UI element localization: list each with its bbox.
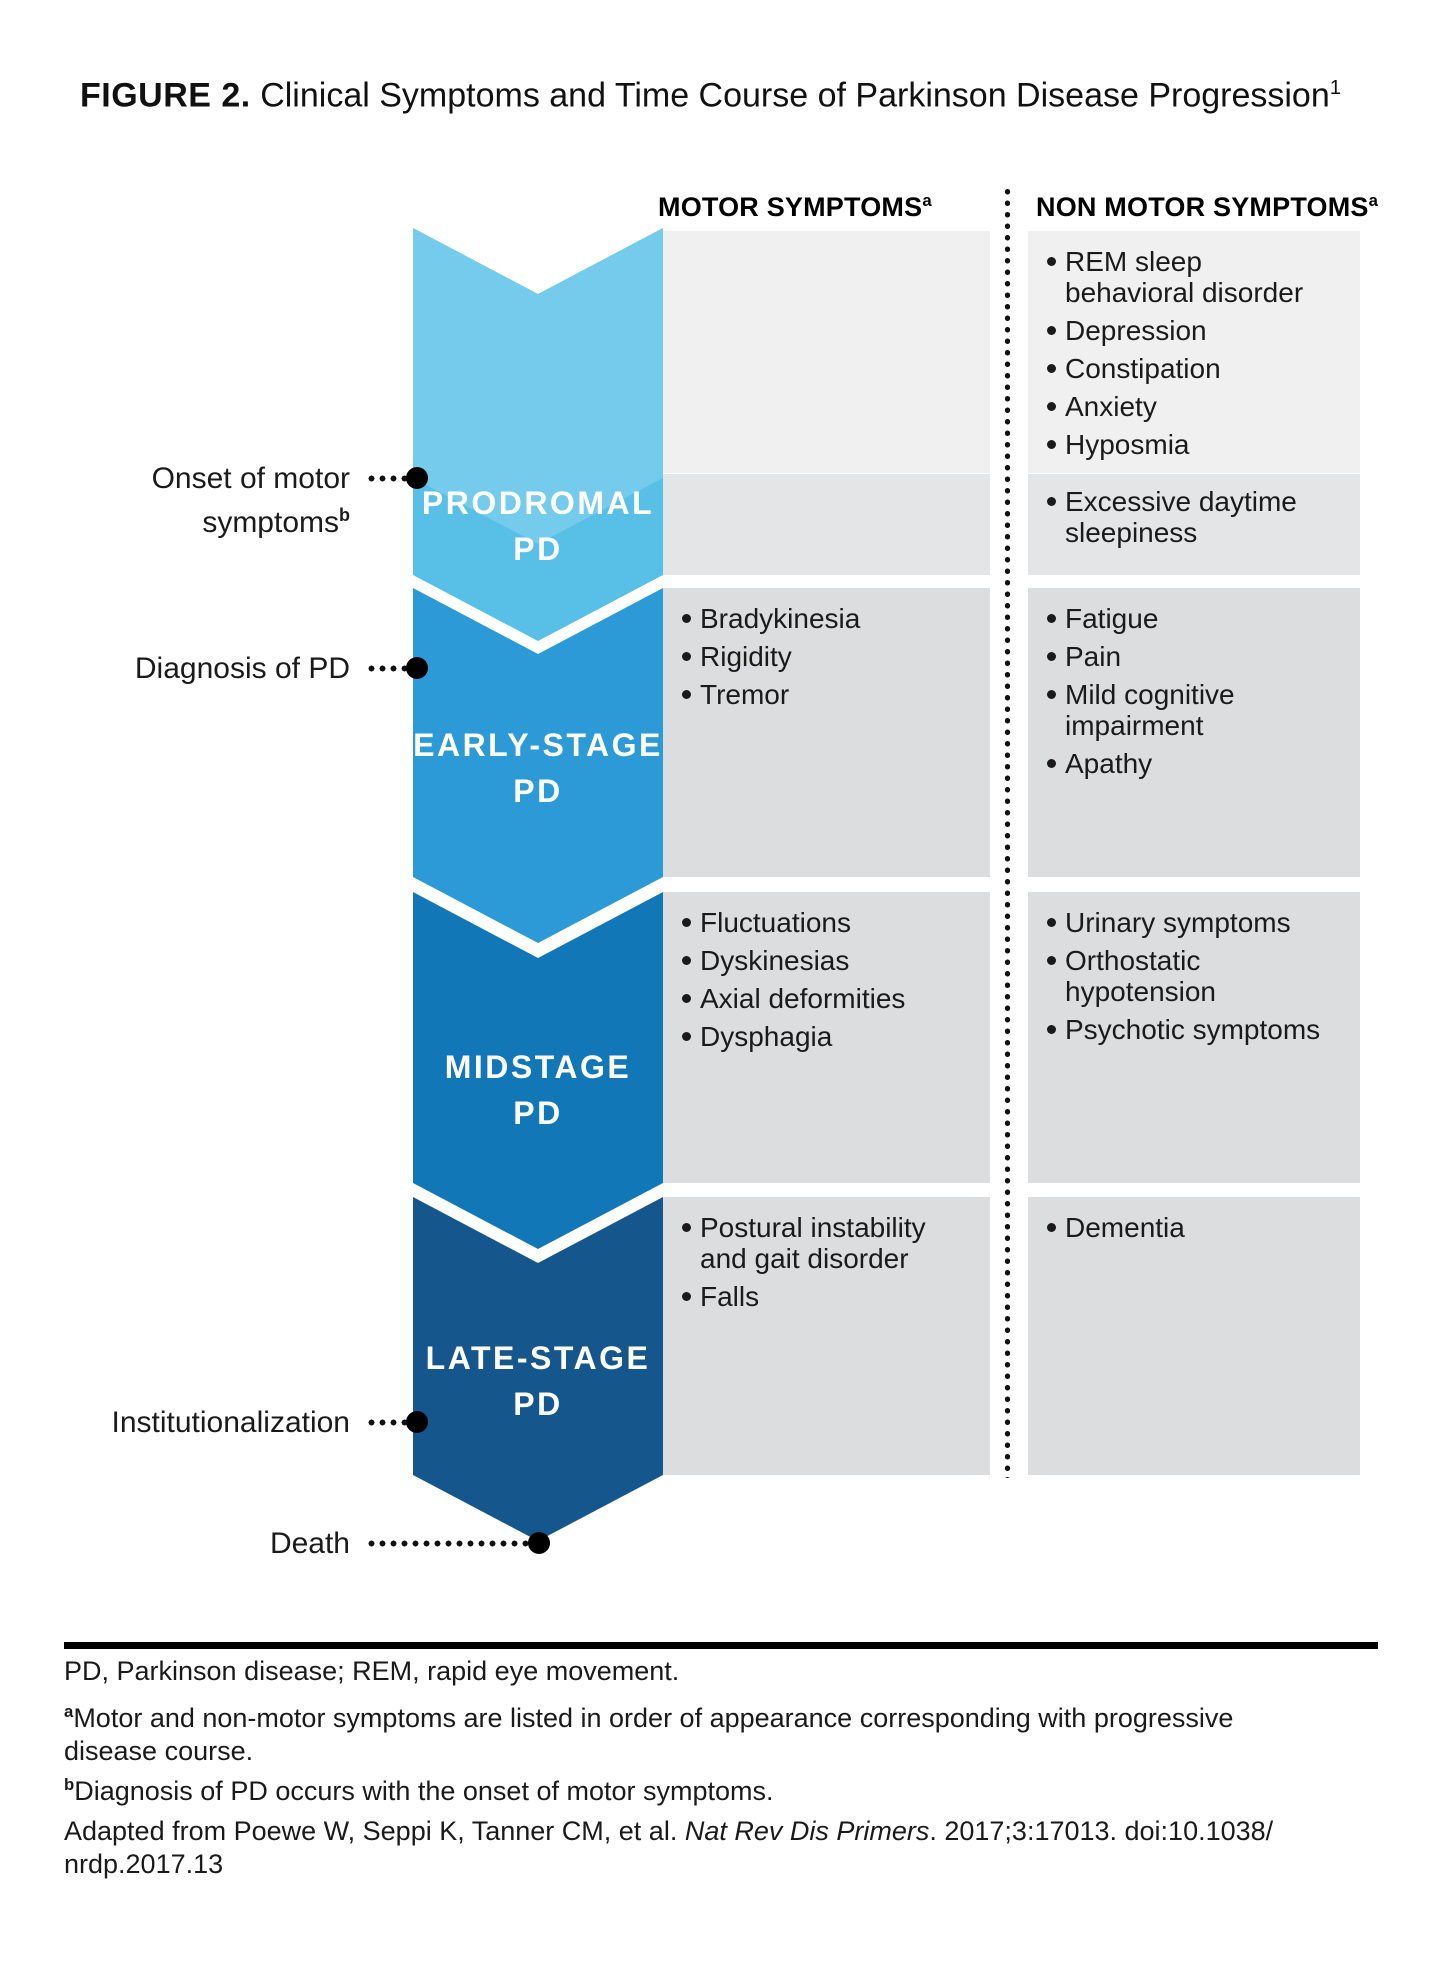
milestone-label-death: Death — [0, 1525, 350, 1562]
column-header-non-motor: NON MOTOR SYMPTOMSa — [1036, 191, 1378, 223]
list-item: Dyskinesias — [663, 945, 984, 976]
list-item: Bradykinesia — [663, 603, 984, 634]
stage-label-line1: EARLY-STAGE — [413, 727, 663, 763]
footnote-abbreviations: PD, Parkinson disease; REM, rapid eye mo… — [64, 1655, 1384, 1688]
footnote-b: bDiagnosis of PD occurs with the onset o… — [64, 1768, 1384, 1808]
list-item: Excessive daytime sleepiness — [1028, 486, 1354, 548]
symptom-box-non-motor-prodromal-lower: Excessive daytime sleepiness — [1028, 474, 1360, 575]
footnote-b-marker: b — [64, 1775, 75, 1794]
motor-midstage-list: Fluctuations Dyskinesias Axial deformiti… — [663, 892, 990, 1052]
column-header-non-motor-text: NON MOTOR SYMPTOMS — [1036, 192, 1369, 222]
footnote-a: aMotor and non-motor symptoms are listed… — [64, 1695, 1384, 1768]
list-item: Tremor — [663, 679, 984, 710]
motor-early-list: Bradykinesia Rigidity Tremor — [663, 588, 990, 710]
non-motor-early-list: Fatigue Pain Mild cognitive impairment A… — [1028, 588, 1360, 779]
footnote-text: Motor and non-motor symptoms are listed … — [64, 1703, 1234, 1766]
symptom-box-non-motor-late: Dementia — [1028, 1197, 1360, 1475]
stage-label-line2: PD — [513, 1095, 563, 1131]
stage-label-late: LATE-STAGE PD — [413, 1335, 663, 1427]
figure-title-superscript: 1 — [1329, 77, 1342, 99]
leader-line-diagnosis — [366, 665, 410, 672]
symptom-box-motor-early: Bradykinesia Rigidity Tremor — [663, 588, 990, 877]
stage-label-line1: MIDSTAGE — [444, 1049, 632, 1085]
footnote-citation: Adapted from Poewe W, Seppi K, Tanner CM… — [64, 1815, 1384, 1881]
list-item: Fatigue — [1028, 603, 1354, 634]
milestone-superscript: b — [339, 505, 350, 525]
column-header-motor-text: MOTOR SYMPTOMS — [658, 192, 923, 222]
list-item: Dysphagia — [663, 1021, 984, 1052]
list-item: Dementia — [1028, 1212, 1354, 1243]
milestone-label-onset-of-motor-symptoms: Onset of motor symptomsb — [0, 460, 350, 541]
column-header-non-motor-superscript: a — [1368, 191, 1379, 210]
stage-label-early: EARLY-STAGE PD — [413, 722, 663, 814]
list-item: Pain — [1028, 641, 1354, 672]
stage-label-line1: PRODROMAL — [421, 485, 655, 521]
symptom-box-motor-prodromal-empty — [663, 231, 990, 473]
list-item: Rigidity — [663, 641, 984, 672]
milestone-text: Onset of motor symptoms — [151, 462, 350, 539]
milestone-dot-diagnosis — [406, 657, 428, 679]
footnote-a-marker: a — [64, 1702, 74, 1721]
list-item: Apathy — [1028, 748, 1354, 779]
symptom-box-motor-midstage: Fluctuations Dyskinesias Axial deformiti… — [663, 892, 990, 1183]
column-header-motor: MOTOR SYMPTOMSa — [658, 191, 932, 223]
stage-label-midstage: MIDSTAGE PD — [413, 1044, 663, 1136]
milestone-text: Diagnosis of PD — [134, 652, 350, 685]
list-item: Urinary symptoms — [1028, 907, 1354, 938]
milestone-dot-death — [528, 1532, 550, 1554]
list-item: Anxiety — [1028, 391, 1354, 422]
symptom-box-motor-prodromal-lower-empty — [663, 474, 990, 575]
footnote-divider-rule — [64, 1642, 1378, 1649]
list-item: Depression — [1028, 315, 1354, 346]
symptom-box-non-motor-prodromal: REM sleep behavioral disorder Depression… — [1028, 231, 1360, 473]
figure-title-text: Clinical Symptoms and Time Course of Par… — [250, 76, 1330, 115]
leader-line-onset — [366, 475, 410, 482]
symptom-box-motor-late: Postural instability and gait disorder F… — [663, 1197, 990, 1475]
footnote-text: PD, Parkinson disease; REM, rapid eye mo… — [64, 1656, 680, 1686]
stage-label-line1: LATE-STAGE — [425, 1340, 651, 1376]
list-item: Orthostatic hypotension — [1028, 945, 1354, 1007]
milestone-text: Death — [269, 1527, 350, 1560]
citation-text: Adapted from Poewe W, Seppi K, Tanner CM… — [64, 1816, 685, 1846]
citation-journal-name: Nat Rev Dis Primers — [684, 1816, 930, 1846]
milestone-dot-institutionalization — [406, 1411, 428, 1433]
list-item: Postural instability and gait disorder — [663, 1212, 984, 1274]
stage-label-prodromal: PRODROMAL PD — [413, 480, 663, 572]
non-motor-prodromal-list: REM sleep behavioral disorder Depression… — [1028, 231, 1360, 460]
figure-title: FIGURE 2. Clinical Symptoms and Time Cou… — [80, 70, 1341, 113]
list-item: Mild cognitive impairment — [1028, 679, 1354, 741]
motor-late-list: Postural instability and gait disorder F… — [663, 1197, 990, 1312]
citation-text: . 2017;3:17013. doi:10.1038/ nrdp.2017.1… — [64, 1816, 1274, 1879]
non-motor-prodromal-lower-list: Excessive daytime sleepiness — [1028, 474, 1360, 548]
leader-line-death — [366, 1540, 530, 1547]
milestone-dot-onset — [406, 467, 428, 489]
list-item: Fluctuations — [663, 907, 984, 938]
list-item: Axial deformities — [663, 983, 984, 1014]
list-item: Falls — [663, 1281, 984, 1312]
list-item: Psychotic symptoms — [1028, 1014, 1354, 1045]
list-item: REM sleep behavioral disorder — [1028, 246, 1354, 308]
column-divider-dotted-line — [1004, 186, 1011, 1478]
stage-chevron-prodromal-top-band — [413, 228, 663, 544]
figure-title-prefix: FIGURE 2. — [80, 76, 251, 115]
milestone-label-institutionalization: Institutionalization — [0, 1404, 350, 1441]
milestone-text: Institutionalization — [111, 1406, 350, 1439]
symptom-box-non-motor-midstage: Urinary symptoms Orthostatic hypotension… — [1028, 892, 1360, 1183]
stage-label-line2: PD — [513, 1386, 563, 1422]
milestone-label-diagnosis-of-pd: Diagnosis of PD — [0, 650, 350, 687]
stage-label-line2: PD — [513, 531, 563, 567]
list-item: Hyposmia — [1028, 429, 1354, 460]
leader-line-institutionalization — [366, 1419, 410, 1426]
footnote-text: Diagnosis of PD occurs with the onset of… — [74, 1776, 774, 1806]
stage-chevron-prodromal — [413, 228, 663, 641]
non-motor-late-list: Dementia — [1028, 1197, 1360, 1243]
list-item: Constipation — [1028, 353, 1354, 384]
non-motor-midstage-list: Urinary symptoms Orthostatic hypotension… — [1028, 892, 1360, 1045]
stage-label-line2: PD — [513, 773, 563, 809]
symptom-box-non-motor-early: Fatigue Pain Mild cognitive impairment A… — [1028, 588, 1360, 877]
column-header-motor-superscript: a — [922, 191, 932, 210]
